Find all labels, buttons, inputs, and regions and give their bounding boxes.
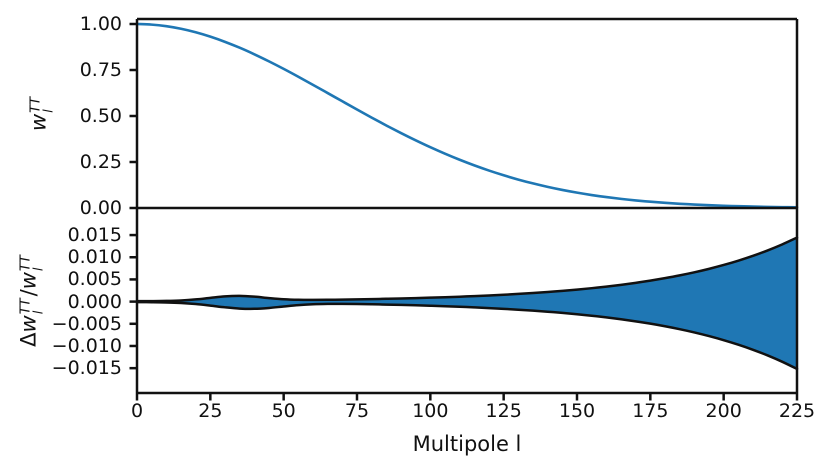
uncertainty-band-fill	[137, 237, 797, 369]
uncertainty-band-lower-edge	[135, 300, 799, 371]
wl_TT-curve	[135, 22, 799, 209]
uncertainty-band-upper-edge	[135, 236, 799, 303]
